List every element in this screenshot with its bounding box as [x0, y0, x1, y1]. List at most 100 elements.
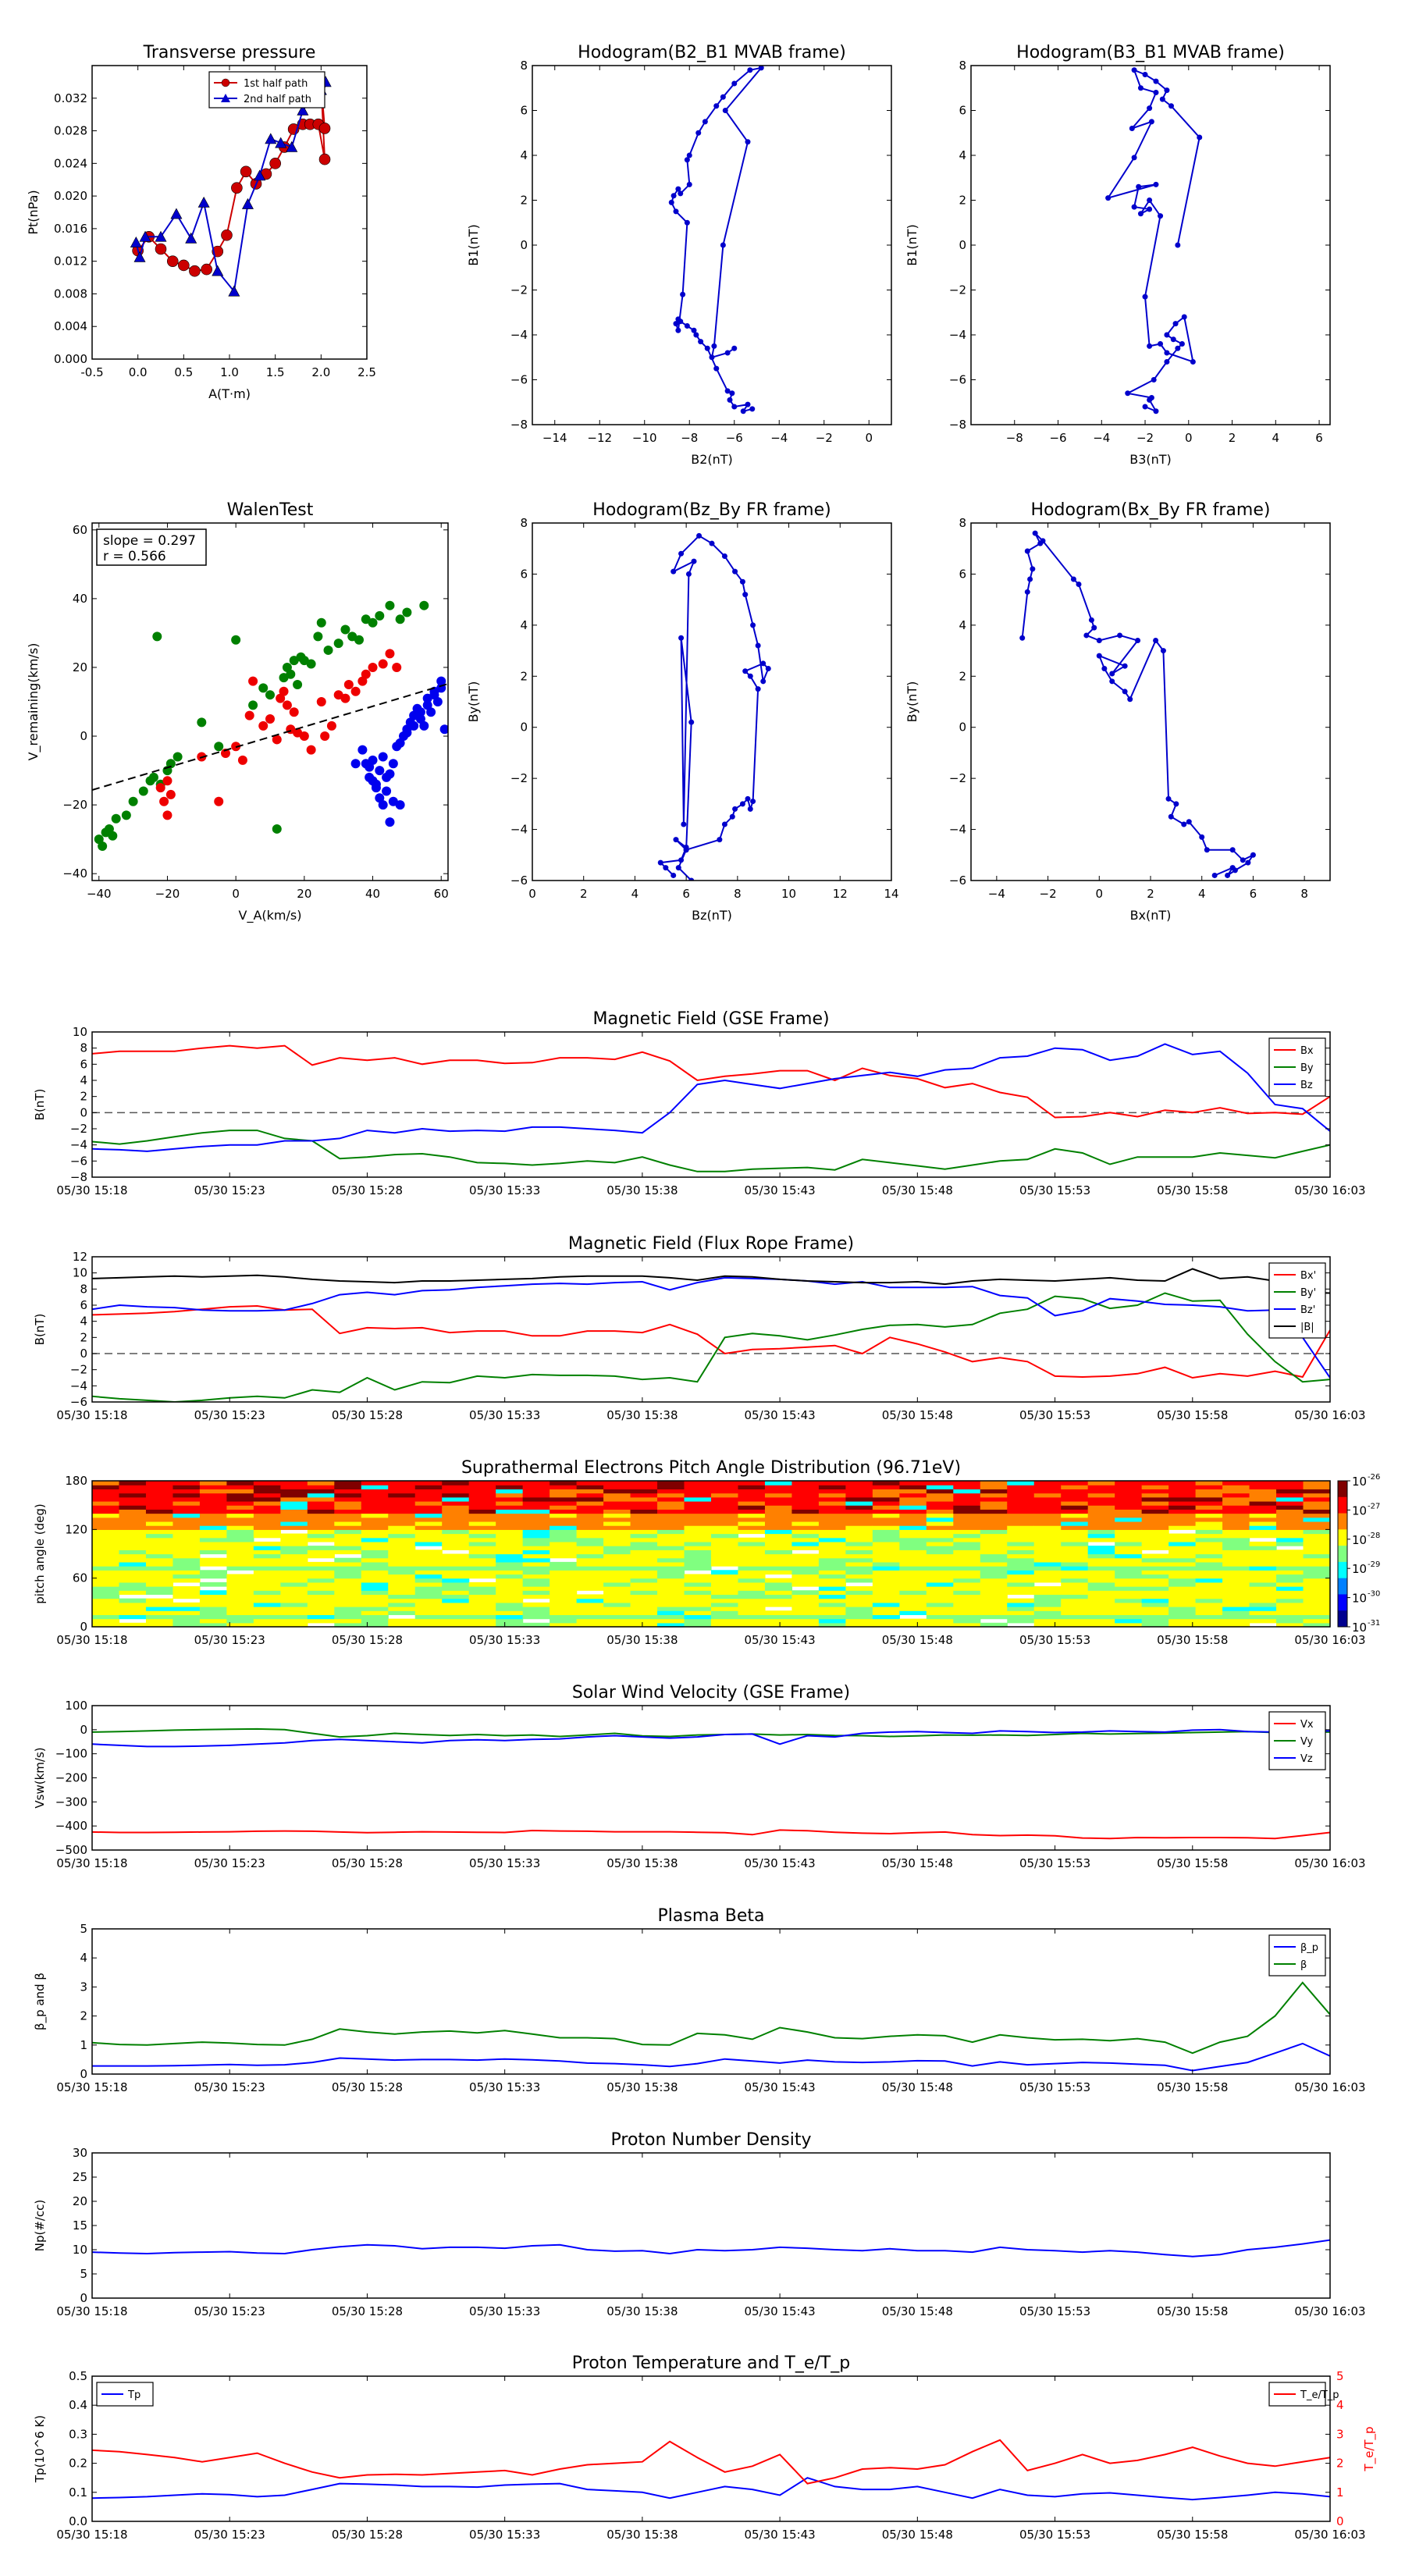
heatmap-cell: [1303, 1594, 1331, 1599]
data-point: [739, 578, 745, 585]
data-point: [1032, 530, 1038, 536]
heatmap-cell: [657, 1594, 685, 1599]
data-point: [1164, 87, 1170, 94]
heatmap-cell: [1276, 1500, 1304, 1506]
heatmap-cell: [496, 1598, 524, 1603]
heatmap-cell: [92, 1602, 120, 1607]
heatmap-cell: [253, 1496, 281, 1502]
data-point: [395, 614, 405, 624]
heatmap-cell: [145, 1493, 174, 1498]
heatmap-cell: [199, 1614, 227, 1620]
heatmap-cell: [926, 1598, 954, 1603]
heatmap-cell: [953, 1541, 981, 1546]
y-axis-label: pitch angle (deg): [33, 1503, 47, 1603]
heatmap-cell: [145, 1525, 174, 1530]
heatmap-cell: [92, 1606, 120, 1611]
colorbar-segment: [1338, 1546, 1347, 1563]
heatmap-cell: [1033, 1550, 1062, 1555]
heatmap-cell: [1222, 1500, 1250, 1506]
data-point: [392, 662, 402, 672]
heatmap-cell: [711, 1614, 739, 1620]
heatmap-cell: [468, 1602, 496, 1607]
heatmap-cell: [953, 1606, 981, 1611]
data-point: [385, 649, 395, 659]
heatmap-cell: [899, 1500, 927, 1506]
heatmap-cell: [119, 1517, 147, 1522]
colorbar-label: 10: [1352, 1475, 1367, 1489]
colorbar-segment: [1338, 1610, 1347, 1628]
data-point: [165, 789, 176, 799]
heatmap-cell: [1195, 1485, 1223, 1489]
data-point: [673, 837, 679, 843]
ytick-label: 4: [80, 1315, 87, 1329]
heatmap-cell: [926, 1509, 954, 1514]
data-point: [1040, 538, 1046, 544]
heatmap-cell: [1249, 1533, 1277, 1539]
heatmap-cell: [253, 1561, 281, 1567]
heatmap-cell: [1033, 1513, 1062, 1518]
heatmap-cell: [1115, 1566, 1143, 1571]
data-point: [189, 265, 201, 277]
data-point: [212, 265, 224, 276]
xtick-label: 60: [434, 887, 449, 901]
heatmap-cell: [576, 1606, 604, 1611]
data-point: [306, 659, 316, 669]
heatmap-cell: [1168, 1614, 1197, 1620]
heatmap-cell: [388, 1574, 416, 1579]
heatmap-cell: [684, 1553, 712, 1559]
heatmap-cell: [468, 1481, 496, 1485]
heatmap-cell: [226, 1610, 254, 1616]
data-point: [197, 196, 210, 208]
heatmap-cell: [1222, 1606, 1250, 1611]
ytick-label-right: 0: [1336, 2514, 1344, 2528]
data-point: [1181, 821, 1187, 827]
heatmap-cell: [845, 1546, 873, 1550]
heatmap-cell: [119, 1614, 147, 1620]
heatmap-cell: [253, 1493, 281, 1498]
data-point: [166, 255, 179, 267]
heatmap-cell: [1222, 1485, 1250, 1489]
heatmap-cell: [603, 1618, 631, 1624]
heatmap-cell: [442, 1525, 470, 1530]
heatmap-cell: [226, 1574, 254, 1579]
data-point: [722, 108, 728, 113]
heatmap-cell: [1033, 1574, 1062, 1579]
heatmap-cell: [1222, 1509, 1250, 1514]
heatmap-cell: [818, 1598, 846, 1603]
heatmap-cell: [603, 1574, 631, 1579]
xtick-label: 05/30 15:23: [194, 2528, 265, 2542]
ytick-label: 2: [80, 1090, 87, 1104]
heatmap-cell: [1303, 1513, 1331, 1518]
heatmap-cell: [226, 1546, 254, 1550]
heatmap-cell: [603, 1546, 631, 1550]
heatmap-cell: [630, 1574, 658, 1579]
heatmap-cell: [388, 1570, 416, 1575]
heatmap-cell: [899, 1598, 927, 1603]
data-point: [1019, 635, 1026, 641]
heatmap-cell: [872, 1513, 900, 1518]
heatmap-cell: [711, 1500, 739, 1506]
chart-title: Hodogram(Bx_By FR frame): [1031, 500, 1271, 520]
heatmap-cell: [253, 1610, 281, 1616]
heatmap-cell: [818, 1570, 846, 1575]
xtick-label: 05/30 15:58: [1157, 1856, 1228, 1870]
heatmap-cell: [145, 1574, 174, 1579]
ytick-label: 8: [520, 59, 528, 73]
heatmap-cell: [1061, 1489, 1089, 1494]
heatmap-cell: [253, 1505, 281, 1510]
heatmap-cell: [1222, 1610, 1250, 1616]
heatmap-cell: [442, 1598, 470, 1603]
heatmap-cell: [738, 1546, 766, 1550]
heatmap-cell: [173, 1590, 201, 1596]
heatmap-cell: [1061, 1496, 1089, 1502]
heatmap-cell: [711, 1602, 739, 1607]
series-line: [1021, 532, 1256, 877]
heatmap-cell: [872, 1509, 900, 1514]
heatmap-cell: [764, 1582, 793, 1587]
heatmap-cell: [764, 1586, 793, 1591]
heatmap-cell: [1168, 1610, 1197, 1616]
heatmap-cell: [361, 1550, 389, 1555]
heatmap-cell: [119, 1570, 147, 1575]
heatmap-cell: [657, 1513, 685, 1518]
transverse-pressure-frame: [91, 65, 368, 360]
